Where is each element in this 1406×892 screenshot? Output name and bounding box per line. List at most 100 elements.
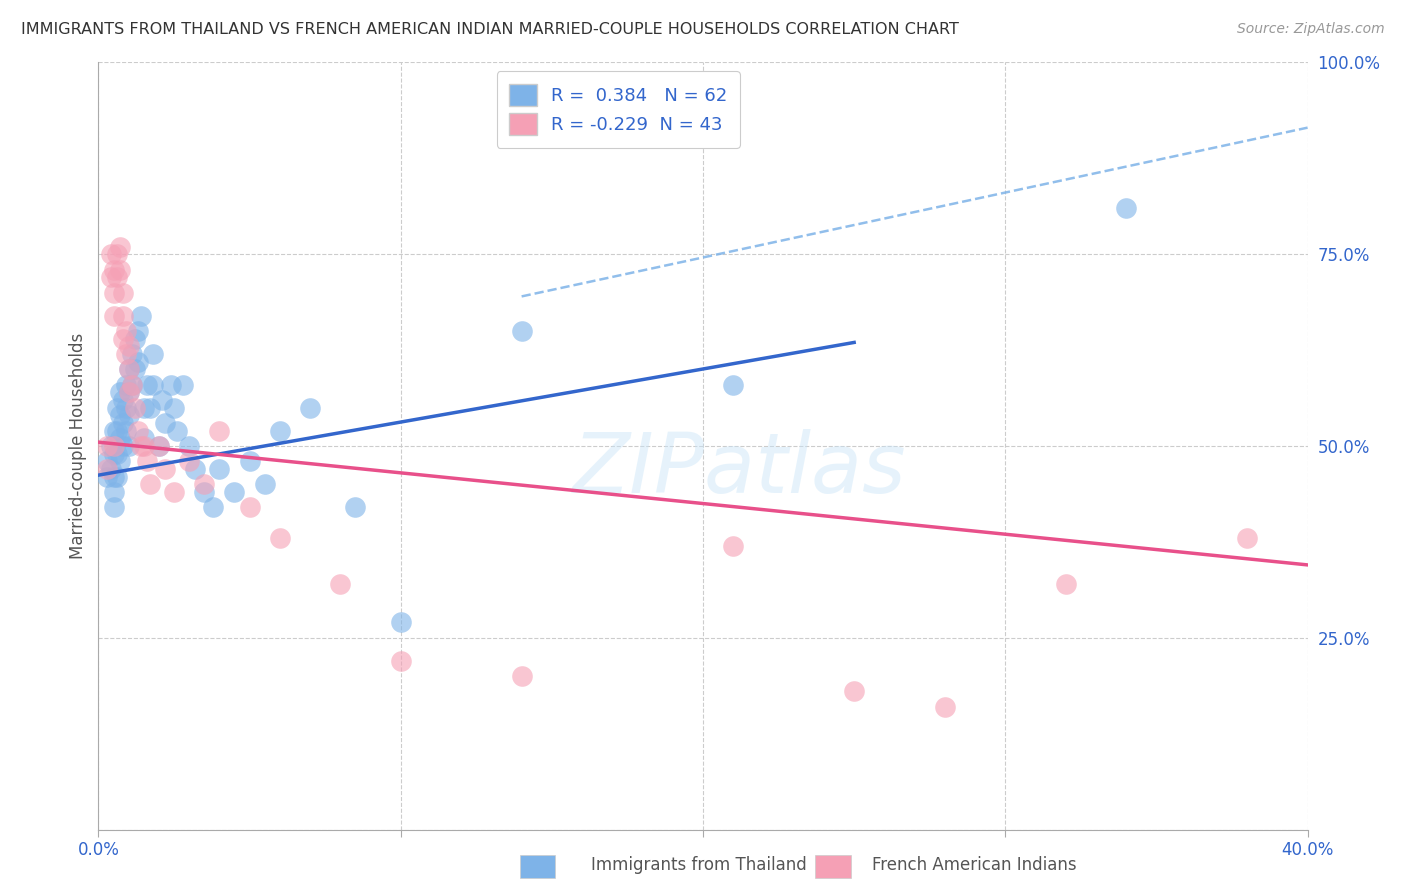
Point: [132, 401, 155, 415]
Point: [193, 485, 215, 500]
Point: [103, 469, 125, 483]
Point: [127, 324, 149, 338]
Point: [121, 377, 143, 392]
Point: [108, 431, 131, 445]
Point: [108, 409, 131, 423]
Point: [105, 247, 128, 261]
Point: [153, 416, 176, 430]
Point: [510, 669, 533, 683]
Point: [129, 309, 152, 323]
Point: [132, 439, 155, 453]
Point: [723, 539, 745, 553]
Point: [111, 392, 134, 407]
Point: [103, 500, 125, 515]
Point: [208, 462, 231, 476]
Point: [114, 347, 136, 361]
Point: [114, 324, 136, 338]
Point: [105, 469, 128, 483]
Point: [118, 362, 141, 376]
Point: [103, 447, 125, 461]
Point: [118, 385, 141, 400]
Point: [148, 439, 170, 453]
Point: [105, 447, 128, 461]
Point: [389, 615, 412, 630]
Point: [224, 485, 246, 500]
Point: [344, 500, 367, 515]
Text: Source: ZipAtlas.com: Source: ZipAtlas.com: [1237, 22, 1385, 37]
Point: [108, 262, 131, 277]
Point: [139, 477, 162, 491]
Point: [100, 247, 122, 261]
Point: [389, 654, 412, 668]
Point: [118, 385, 141, 400]
Point: [127, 424, 149, 438]
Point: [105, 270, 128, 285]
Point: [163, 485, 186, 500]
Point: [129, 439, 152, 453]
Point: [179, 439, 201, 453]
Point: [118, 409, 141, 423]
Point: [193, 477, 215, 491]
Point: [1115, 201, 1137, 215]
Point: [148, 439, 170, 453]
Point: [103, 285, 125, 300]
Point: [124, 332, 146, 346]
Point: [118, 362, 141, 376]
Point: [179, 454, 201, 468]
Point: [160, 377, 183, 392]
Point: [239, 500, 262, 515]
Point: [723, 377, 745, 392]
Point: [1236, 531, 1258, 545]
Point: [269, 531, 291, 545]
Point: [132, 431, 155, 445]
Point: [118, 439, 141, 453]
Point: [121, 377, 143, 392]
Point: [103, 424, 125, 438]
Point: [100, 462, 122, 476]
Point: [124, 362, 146, 376]
Point: [153, 462, 176, 476]
Point: [510, 324, 533, 338]
Point: [269, 424, 291, 438]
Point: [111, 309, 134, 323]
Point: [139, 401, 162, 415]
Y-axis label: Married-couple Households: Married-couple Households: [69, 333, 87, 559]
Point: [150, 392, 173, 407]
Point: [184, 462, 207, 476]
Point: [934, 699, 956, 714]
Point: [105, 401, 128, 415]
Point: [103, 262, 125, 277]
Point: [135, 454, 157, 468]
Point: [111, 439, 134, 453]
Point: [100, 270, 122, 285]
Point: [108, 385, 131, 400]
Point: [299, 401, 322, 415]
Point: [105, 424, 128, 438]
Point: [124, 401, 146, 415]
Point: [114, 401, 136, 415]
Point: [103, 485, 125, 500]
Point: [111, 416, 134, 430]
Point: [103, 309, 125, 323]
Legend: R =  0.384   N = 62, R = -0.229  N = 43: R = 0.384 N = 62, R = -0.229 N = 43: [496, 71, 740, 148]
Point: [96, 469, 118, 483]
Point: [96, 439, 118, 453]
Point: [114, 377, 136, 392]
Text: ZIPatlas: ZIPatlas: [572, 428, 905, 509]
Point: [108, 454, 131, 468]
Point: [1054, 577, 1077, 591]
Point: [135, 377, 157, 392]
Point: [844, 684, 866, 698]
Point: [239, 454, 262, 468]
Point: [108, 239, 131, 253]
Point: [208, 424, 231, 438]
Point: [114, 424, 136, 438]
Point: [111, 285, 134, 300]
Point: [111, 332, 134, 346]
Point: [118, 339, 141, 353]
Point: [103, 439, 125, 453]
Point: [329, 577, 352, 591]
Point: [253, 477, 276, 491]
Point: [96, 462, 118, 476]
Point: [96, 454, 118, 468]
